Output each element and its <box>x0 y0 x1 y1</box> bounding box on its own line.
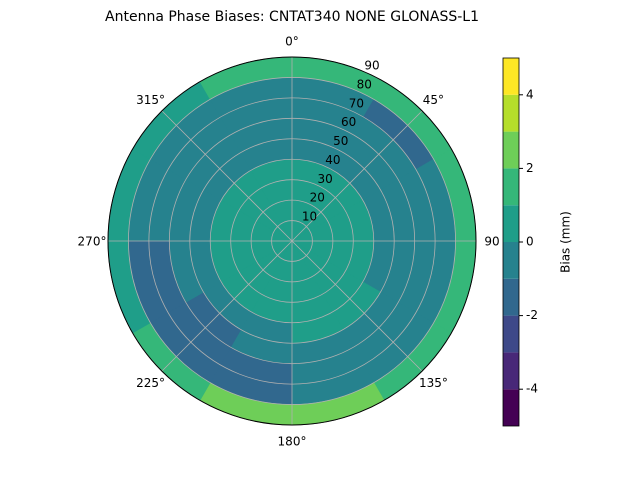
grid-spoke <box>161 240 293 372</box>
r-tick-label: 80 <box>357 77 372 91</box>
r-tick-label: 10 <box>302 210 317 224</box>
colorbar-tick-label: 0 <box>526 235 534 249</box>
colorbar-segment <box>503 205 519 242</box>
colorbar-segment <box>503 168 519 206</box>
chart-title: Antenna Phase Biases: CNTAT340 NONE GLON… <box>105 9 479 25</box>
theta-tick-label: 135° <box>419 376 448 390</box>
colorbar-segment <box>503 131 519 169</box>
colorbar-tick-label: 2 <box>526 161 534 175</box>
colorbar-segment <box>503 58 519 95</box>
theta-tick-label: 315° <box>136 93 165 107</box>
colorbar-segment <box>503 242 519 279</box>
r-tick-label: 90 <box>364 59 379 73</box>
polar-frame <box>107 56 477 426</box>
theta-tick-label: 45° <box>423 93 444 107</box>
colorbar-segment <box>503 94 519 132</box>
grid-spoke <box>161 110 293 242</box>
colorbar-tick-label: 4 <box>526 87 534 101</box>
r-tick-label: 40 <box>325 153 340 167</box>
r-tick-label: 70 <box>349 96 364 110</box>
colorbar-segment <box>503 352 519 390</box>
grid-spoke <box>291 110 423 242</box>
r-tick-label: 30 <box>317 172 332 186</box>
colorbar-tick-label: -2 <box>526 308 538 322</box>
grid <box>107 56 477 426</box>
grid-spoke <box>291 240 423 372</box>
colorbar-tick-label: -4 <box>526 382 538 396</box>
colorbar-segment <box>503 278 519 316</box>
colorbar: -4 -2 0 2 4 Bias (mm) <box>502 57 573 427</box>
labels: 10 20 30 40 50 60 70 80 90 0° 45° 90 135° 180° 225° 270… <box>78 35 500 449</box>
theta-tick-label: 0° <box>285 35 299 49</box>
theta-tick-label: 270° <box>78 235 107 249</box>
r-tick-label: 20 <box>310 191 325 205</box>
r-tick-label: 60 <box>341 115 356 129</box>
theta-tick-label: 90 <box>484 235 499 249</box>
theta-tick-label: 225° <box>136 376 165 390</box>
colorbar-label: Bias (mm) <box>559 211 573 273</box>
r-tick-label: 50 <box>333 134 348 148</box>
theta-tick-label: 180° <box>278 435 307 449</box>
colorbar-segment <box>503 315 519 353</box>
colorbar-segment <box>503 389 519 426</box>
